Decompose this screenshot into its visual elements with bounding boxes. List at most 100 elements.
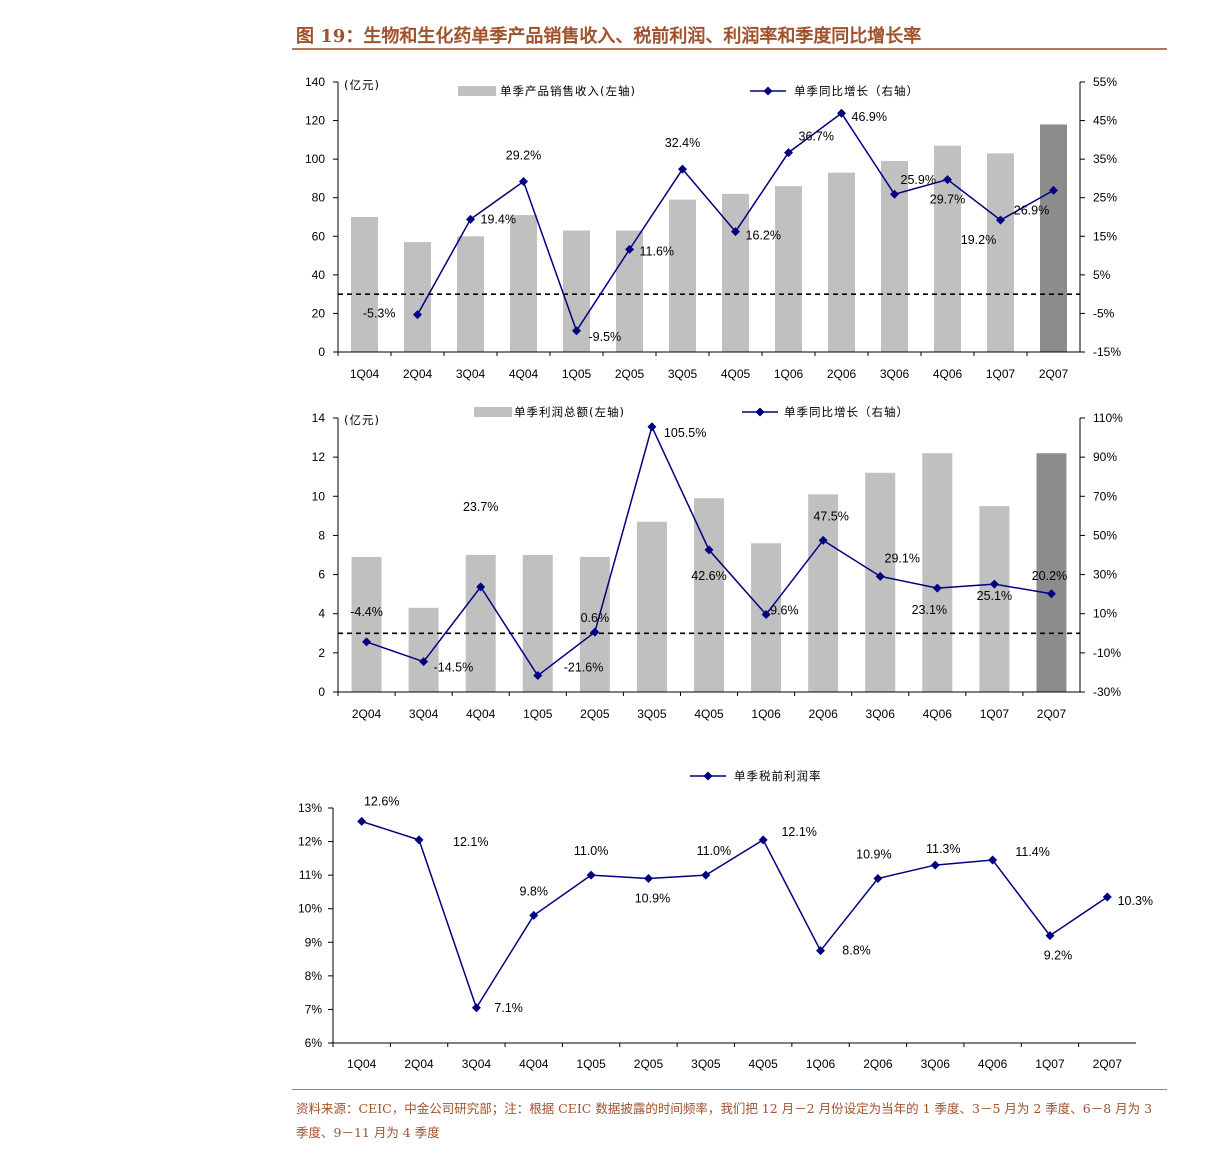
- right-tick-label: 15%: [1093, 229, 1117, 243]
- figure-title: 图 19：生物和生化药单季产品销售收入、税前利润、利润率和季度同比增长率: [296, 26, 922, 47]
- bar-2Q07: [1036, 453, 1067, 692]
- right-tick-label: 5%: [1093, 268, 1111, 282]
- right-tick-label: 90%: [1093, 450, 1117, 464]
- right-tick-label: 110%: [1093, 411, 1123, 425]
- growth-point-3Q04: [419, 657, 429, 667]
- x-tick-label: 3Q05: [691, 1057, 721, 1071]
- right-tick-label: 25%: [1093, 191, 1117, 205]
- bar-1Q04: [351, 217, 378, 352]
- bar-3Q05: [669, 199, 696, 352]
- growth-data-label: 36.7%: [799, 130, 834, 144]
- margin-data-label: 12.6%: [364, 794, 399, 808]
- x-tick-label: 1Q07: [980, 707, 1010, 721]
- y-tick-label: 8%: [305, 969, 323, 983]
- right-tick-label: 30%: [1093, 568, 1117, 582]
- x-tick-label: 2Q07: [1037, 707, 1067, 721]
- legend-line-label: 单季税前利润率: [734, 769, 822, 783]
- x-tick-label: 4Q05: [748, 1057, 778, 1071]
- x-tick-label: 2Q07: [1039, 367, 1069, 381]
- legend-bar-label: 单季利润总额(左轴): [514, 405, 625, 419]
- growth-data-label: 42.6%: [691, 569, 726, 583]
- growth-point-4Q04: [476, 582, 486, 592]
- growth-data-label: 19.2%: [961, 233, 996, 247]
- margin-data-label: 9.8%: [520, 884, 549, 898]
- growth-data-label: 11.6%: [640, 244, 675, 258]
- right-tick-label: 10%: [1093, 607, 1117, 621]
- left-tick-label: 12: [312, 450, 326, 464]
- growth-data-label: 23.1%: [912, 603, 947, 617]
- bar-1Q07: [987, 153, 1014, 352]
- title-divider: [292, 48, 1167, 50]
- legend-bar-swatch: [474, 407, 512, 417]
- right-tick-label: -10%: [1093, 646, 1121, 660]
- x-tick-label: 1Q06: [774, 367, 804, 381]
- right-tick-label: 50%: [1093, 528, 1117, 542]
- revenue-growth-chart: 0 20 40 60 80 100 120 140 -15% -5% 5% 15% 25% 35% 45% 5…: [305, 75, 1121, 381]
- growth-data-label: 47.5%: [813, 509, 848, 523]
- legend-line-marker: [763, 86, 773, 96]
- right-tick-label: 70%: [1093, 489, 1117, 503]
- bar-2Q06: [808, 494, 839, 692]
- x-tick-label: 2Q05: [634, 1057, 664, 1071]
- margin-data-label: 9.2%: [1044, 949, 1073, 963]
- bar-1Q07: [979, 506, 1010, 692]
- x-tick-label: 1Q06: [806, 1057, 836, 1071]
- margin-data-label: 11.0%: [697, 844, 732, 858]
- legend-line-marker: [703, 771, 713, 781]
- legend-line-label: 单季同比增长（右轴）: [784, 405, 909, 419]
- x-tick-label: 4Q06: [933, 367, 963, 381]
- margin-data-label: 11.0%: [574, 844, 609, 858]
- x-tick-label: 2Q06: [827, 367, 857, 381]
- growth-point-3Q05: [678, 164, 687, 174]
- growth-data-label: 0.6%: [581, 611, 610, 625]
- margin-point-2Q05: [643, 874, 653, 883]
- legend-bar-swatch: [458, 86, 496, 96]
- margin-point-4Q04: [529, 910, 539, 920]
- left-tick-label: 14: [312, 411, 326, 425]
- bar-2Q06: [828, 172, 855, 352]
- margin-data-label: 8.8%: [842, 944, 871, 958]
- x-tick-label: 1Q05: [562, 367, 592, 381]
- growth-data-label: 105.5%: [664, 426, 706, 440]
- y-tick-label: 13%: [298, 801, 322, 815]
- growth-data-label: 29.2%: [506, 149, 541, 163]
- left-tick-label: 100: [305, 152, 325, 166]
- growth-data-label: -5.3%: [363, 307, 396, 321]
- growth-data-label: 25.1%: [977, 589, 1012, 603]
- left-tick-label: 10: [312, 489, 326, 503]
- margin-point-1Q06: [816, 946, 826, 956]
- source-footnote: 资料来源：CEIC，中金公司研究部；注：根据 CEIC 数据披露的时间频率，我们…: [296, 1101, 1153, 1140]
- left-tick-label: 6: [318, 568, 325, 582]
- growth-point-4Q06: [932, 583, 942, 593]
- growth-data-label: -21.6%: [564, 661, 604, 675]
- growth-data-label: -14.5%: [434, 661, 474, 675]
- margin-data-label: 12.1%: [453, 835, 488, 849]
- y-tick-label: 10%: [298, 902, 322, 916]
- x-tick-label: 3Q04: [462, 1057, 492, 1071]
- growth-point-2Q07: [1049, 185, 1058, 195]
- x-tick-label: 3Q05: [668, 367, 698, 381]
- growth-data-label: 19.4%: [481, 212, 516, 226]
- bar-4Q04: [465, 555, 496, 692]
- margin-point-1Q07: [1045, 931, 1055, 941]
- legend-bar-label: 单季产品销售收入(左轴): [500, 84, 636, 98]
- growth-point-1Q07: [989, 579, 999, 589]
- left-tick-label: 20: [312, 306, 326, 320]
- growth-point-2Q05: [590, 627, 600, 637]
- growth-point-1Q06: [784, 148, 793, 158]
- right-tick-label: -15%: [1093, 345, 1121, 359]
- y-tick-label: 9%: [305, 935, 323, 949]
- growth-point-1Q06: [761, 609, 771, 619]
- x-tick-label: 2Q04: [404, 1057, 434, 1071]
- margin-data-label: 10.9%: [856, 848, 891, 862]
- x-tick-label: 1Q05: [523, 707, 553, 721]
- margin-point-2Q07: [1102, 892, 1112, 902]
- y-tick-label: 7%: [305, 1002, 323, 1016]
- right-tick-label: 35%: [1093, 152, 1117, 166]
- growth-point-4Q04: [519, 177, 528, 187]
- unit-label: (亿元): [344, 78, 380, 92]
- margin-point-4Q05: [758, 835, 768, 845]
- growth-point-3Q06: [875, 571, 885, 581]
- growth-point-3Q04: [466, 214, 475, 224]
- x-tick-label: 4Q05: [694, 707, 724, 721]
